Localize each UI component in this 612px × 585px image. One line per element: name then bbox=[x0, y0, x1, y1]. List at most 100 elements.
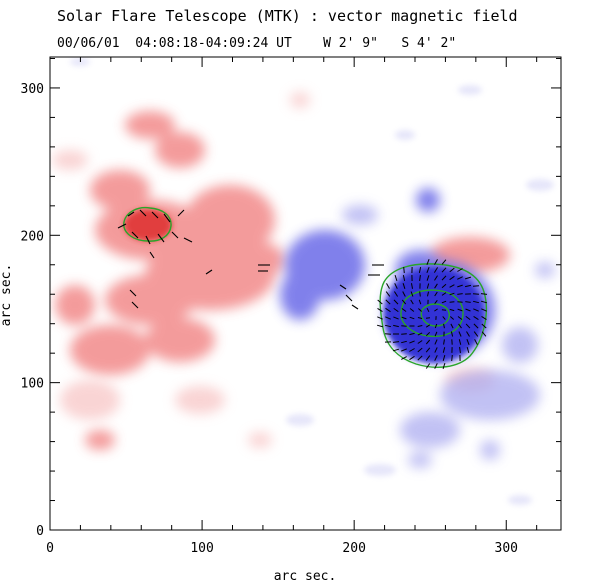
field-vector bbox=[417, 317, 423, 319]
field-vector bbox=[394, 274, 398, 282]
field-vector bbox=[417, 332, 423, 336]
field-vector bbox=[457, 284, 463, 288]
field-vector bbox=[457, 276, 463, 280]
field-vector bbox=[411, 283, 413, 289]
field-vector bbox=[473, 323, 479, 329]
y-tick-label: 0 bbox=[36, 524, 44, 539]
field-vector bbox=[392, 341, 400, 343]
field-vector bbox=[393, 307, 399, 313]
field-vector bbox=[418, 308, 422, 312]
field-vector bbox=[457, 293, 463, 295]
field-vector bbox=[384, 333, 392, 335]
field-vector bbox=[441, 267, 447, 273]
field-vector bbox=[393, 316, 399, 320]
positive-polarity-core bbox=[124, 209, 172, 241]
field-vector bbox=[409, 316, 415, 320]
field-vector bbox=[457, 308, 463, 312]
field-vector bbox=[458, 339, 462, 345]
field-vector bbox=[393, 291, 399, 297]
field-vector bbox=[401, 316, 407, 320]
magnetogram-image bbox=[50, 57, 561, 530]
field-contours bbox=[123, 206, 487, 368]
field-vector bbox=[418, 266, 422, 274]
field-vector bbox=[401, 325, 407, 327]
x-tick-label: 300 bbox=[495, 541, 518, 556]
field-vector bbox=[443, 323, 445, 329]
field-vector bbox=[434, 275, 438, 281]
field-vector bbox=[433, 267, 439, 273]
field-vector bbox=[465, 315, 471, 321]
field-vector bbox=[409, 332, 415, 336]
field-vector bbox=[377, 316, 383, 320]
field-vector bbox=[394, 283, 398, 289]
x-axis: 0 100 200 300 bbox=[46, 57, 538, 556]
field-vector bbox=[417, 340, 423, 344]
field-vector bbox=[385, 291, 391, 297]
figure-subtitle: 00/06/01 04:08:18-04:09:24 UT W 2' 9" S … bbox=[57, 36, 457, 51]
field-vector bbox=[425, 347, 431, 353]
field-vector bbox=[442, 347, 446, 353]
field-vector bbox=[393, 324, 399, 328]
field-vector bbox=[425, 339, 431, 345]
field-vector bbox=[481, 315, 487, 321]
field-vector bbox=[466, 339, 470, 345]
field-vector bbox=[465, 323, 471, 329]
field-vector bbox=[459, 346, 461, 354]
field-vector bbox=[457, 316, 463, 320]
field-vector bbox=[441, 292, 447, 296]
field-vector bbox=[458, 331, 462, 337]
field-vector bbox=[410, 299, 414, 305]
field-vector bbox=[449, 284, 455, 288]
field-vector bbox=[441, 283, 447, 289]
field-vector bbox=[377, 299, 383, 305]
field-vector bbox=[464, 284, 472, 288]
field-vector bbox=[402, 283, 406, 289]
field-vector bbox=[473, 315, 479, 321]
field-vector bbox=[472, 300, 480, 304]
field-vector bbox=[472, 285, 480, 287]
field-vector bbox=[434, 355, 438, 361]
field-vector bbox=[441, 259, 447, 265]
field-vector bbox=[434, 259, 438, 265]
field-vector bbox=[434, 299, 438, 305]
field-vector bbox=[402, 291, 406, 297]
field-vector bbox=[384, 324, 392, 328]
field-vector bbox=[425, 355, 431, 361]
field-vector bbox=[443, 339, 445, 345]
field-vector bbox=[410, 291, 414, 297]
x-tick-label: 200 bbox=[342, 541, 365, 556]
field-vector bbox=[450, 323, 454, 329]
field-vector bbox=[464, 276, 472, 280]
field-vector bbox=[426, 275, 430, 281]
field-vector bbox=[401, 299, 407, 305]
field-vector bbox=[449, 275, 455, 281]
field-vector bbox=[449, 292, 455, 296]
field-vector bbox=[441, 275, 447, 281]
y-axis: 0 100 200 300 bbox=[21, 57, 561, 539]
field-vector bbox=[465, 308, 471, 312]
field-vector bbox=[401, 340, 407, 344]
x-tick-label: 100 bbox=[190, 541, 213, 556]
field-vector bbox=[457, 268, 463, 272]
x-tick-label: 0 bbox=[46, 541, 54, 556]
field-vector bbox=[403, 266, 405, 274]
y-tick-label: 200 bbox=[21, 229, 44, 244]
field-vector bbox=[401, 348, 407, 352]
field-vector bbox=[409, 355, 415, 361]
field-vector bbox=[426, 259, 430, 265]
plot-frame bbox=[49, 56, 562, 531]
y-tick-label: 100 bbox=[21, 377, 44, 392]
field-vector bbox=[449, 308, 455, 312]
field-vector bbox=[377, 307, 383, 313]
field-vector bbox=[480, 293, 488, 295]
field-vector bbox=[434, 331, 438, 337]
field-vector bbox=[386, 283, 390, 289]
field-vector bbox=[385, 299, 391, 305]
field-vector bbox=[409, 340, 415, 344]
field-vector bbox=[449, 316, 455, 320]
field-vector bbox=[434, 347, 438, 353]
field-vector bbox=[385, 307, 391, 313]
x-axis-label: arc sec. bbox=[274, 569, 337, 584]
field-vector bbox=[425, 331, 431, 337]
